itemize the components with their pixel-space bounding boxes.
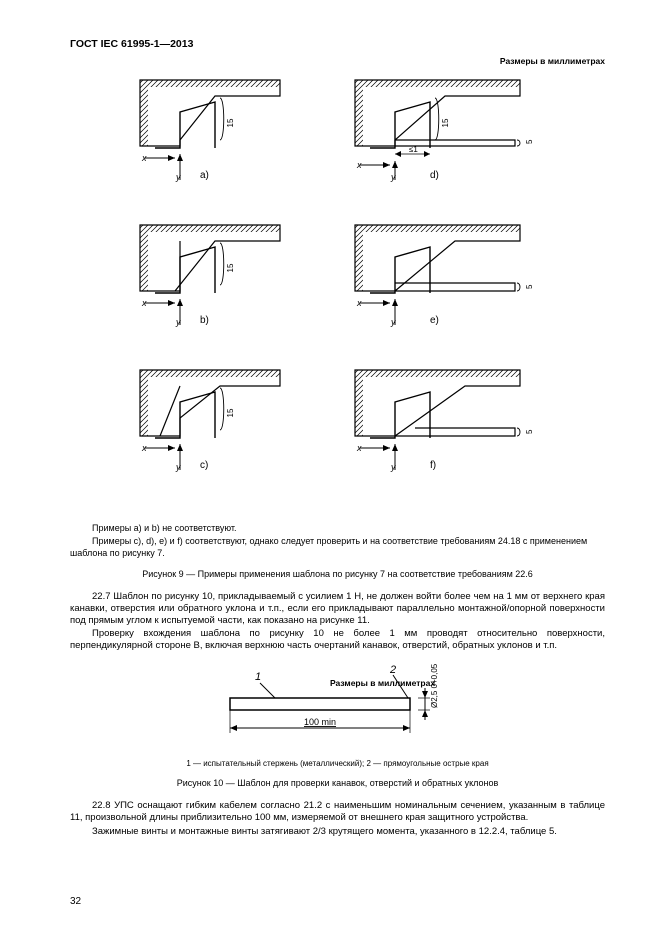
fig-e: 5 x y e) <box>335 213 535 328</box>
fig10-legend: 1 — испытательный стержень (металлически… <box>70 759 605 768</box>
fig-a: 15 x y a) <box>120 68 290 183</box>
fig10-caption: Рисунок 10 — Шаблон для проверки канавок… <box>70 778 605 788</box>
svg-text:x: x <box>141 443 147 453</box>
fig-label-b: b) <box>200 315 209 326</box>
axis-x: x <box>141 153 147 163</box>
svg-text:x: x <box>356 298 362 308</box>
doc-header: ГОСТ IEC 61995-1—2013 <box>70 38 605 50</box>
svg-text:y: y <box>390 462 396 472</box>
svg-text:x: x <box>356 160 362 170</box>
svg-text:y: y <box>390 317 396 327</box>
dim-leq1: ≤1 <box>409 145 418 154</box>
svg-text:x: x <box>141 298 147 308</box>
dim-5: 5 <box>525 139 534 144</box>
fig-d: 5 15 ≤1 x y d) <box>335 68 535 183</box>
axis-y: y <box>175 172 181 182</box>
svg-text:y: y <box>175 317 181 327</box>
svg-text:5: 5 <box>525 429 534 434</box>
para-22-7b: Проверку вхождения шаблона по рисунку 10… <box>70 628 605 652</box>
svg-text:15: 15 <box>226 263 235 272</box>
dim-15: 15 <box>226 118 235 127</box>
fig-label-f: f) <box>430 460 436 471</box>
fig9-caption: Рисунок 9 — Примеры применения шаблона п… <box>70 569 605 579</box>
para-22-8b: Зажимные винты и монтажные винты затягив… <box>70 826 605 838</box>
fig10-label-1: 1 <box>255 671 261 683</box>
page-number: 32 <box>70 896 81 907</box>
svg-text:15: 15 <box>226 408 235 417</box>
svg-text:y: y <box>175 462 181 472</box>
examples-line2: Примеры c), d), e) и f) соответствуют, о… <box>70 536 605 559</box>
fig10-diam: Ø2,5 0+0,05 <box>430 663 439 708</box>
fig10-length: 100 min <box>304 717 336 727</box>
dim-15: 15 <box>441 118 450 127</box>
fig-f: 5 x y f) <box>335 358 535 473</box>
svg-text:y: y <box>390 172 396 182</box>
figure-10: 1 2 100 min Ø2,5 0+0,05 <box>70 658 605 753</box>
fig10-label-2: 2 <box>389 664 396 676</box>
fig-label-d: d) <box>430 170 439 181</box>
fig-label-e: e) <box>430 315 439 326</box>
fig-c: 15 x y c) <box>120 358 290 473</box>
examples-line1: Примеры a) и b) не соответствуют. <box>70 523 605 534</box>
fig-label-a: a) <box>200 170 209 181</box>
para-22-8: 22.8 УПС оснащают гибким кабелем согласн… <box>70 800 605 824</box>
fig-b: 15 x y b) <box>120 213 290 328</box>
fig-label-c: c) <box>200 460 208 471</box>
svg-text:x: x <box>356 443 362 453</box>
para-22-7: 22.7 Шаблон по рисунку 10, прикладываемы… <box>70 591 605 627</box>
svg-text:5: 5 <box>525 284 534 289</box>
figure-9-grid: 15 x y a) 5 <box>70 58 605 523</box>
